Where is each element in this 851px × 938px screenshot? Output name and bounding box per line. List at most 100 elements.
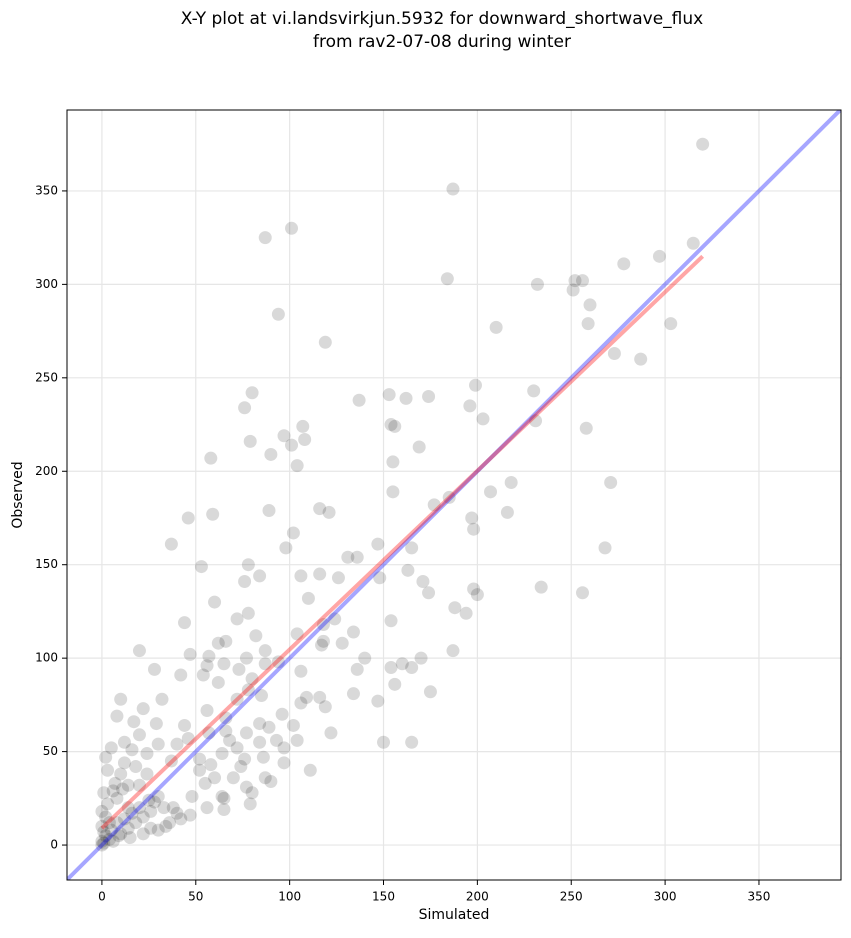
- point: [155, 692, 169, 706]
- point: [313, 502, 327, 516]
- point: [238, 752, 252, 766]
- point: [97, 825, 111, 839]
- point: [106, 834, 120, 848]
- point: [386, 455, 400, 469]
- point: [271, 307, 285, 321]
- point: [388, 419, 402, 433]
- x-tick-label: 0: [98, 890, 106, 904]
- x-tick-label: 100: [278, 890, 301, 904]
- point: [427, 498, 441, 512]
- point: [208, 771, 222, 785]
- point: [99, 810, 113, 824]
- points: [95, 137, 710, 852]
- point: [164, 754, 178, 768]
- point: [318, 700, 332, 714]
- point: [446, 644, 460, 658]
- point: [290, 627, 304, 641]
- point: [101, 797, 115, 811]
- point: [634, 352, 648, 366]
- point: [331, 571, 345, 585]
- y-tick-label: 250: [35, 370, 58, 384]
- point: [226, 771, 240, 785]
- point: [132, 778, 146, 792]
- point: [382, 388, 396, 402]
- point: [399, 391, 413, 405]
- point: [200, 801, 214, 815]
- point: [468, 378, 482, 392]
- point: [140, 746, 154, 760]
- point: [129, 760, 143, 774]
- point: [286, 526, 300, 540]
- chart-title: X-Y plot at vi.landsvirkjun.5932 for dow…: [181, 9, 703, 29]
- point: [125, 743, 139, 757]
- point: [223, 733, 237, 747]
- point: [254, 689, 268, 703]
- point: [262, 504, 276, 518]
- point: [241, 558, 255, 572]
- point: [315, 638, 329, 652]
- point: [581, 317, 595, 331]
- point: [530, 277, 544, 291]
- point: [467, 522, 481, 536]
- point: [303, 763, 317, 777]
- point: [277, 741, 291, 755]
- point: [178, 616, 192, 630]
- point: [114, 692, 128, 706]
- point: [241, 606, 255, 620]
- point: [335, 636, 349, 650]
- point: [239, 651, 253, 665]
- y-tick-label: 200: [35, 464, 58, 478]
- point: [258, 644, 272, 658]
- point: [405, 661, 419, 675]
- point: [166, 801, 180, 815]
- point: [395, 657, 409, 671]
- point: [129, 816, 143, 830]
- point: [219, 634, 233, 648]
- point: [245, 786, 259, 800]
- point: [183, 808, 197, 822]
- x-tick-label: 200: [466, 890, 489, 904]
- point: [136, 827, 150, 841]
- point: [219, 724, 233, 738]
- point: [239, 780, 253, 794]
- y-tick-label: 100: [35, 651, 58, 665]
- point: [298, 432, 312, 446]
- point: [652, 249, 666, 263]
- point: [174, 812, 188, 826]
- point: [566, 283, 580, 297]
- point: [500, 505, 514, 519]
- x-tick-label: 50: [188, 890, 203, 904]
- point: [579, 421, 593, 435]
- point: [183, 647, 197, 661]
- y-tick-label: 0: [50, 838, 58, 852]
- point: [215, 789, 229, 803]
- x-tick-label: 300: [654, 890, 677, 904]
- point: [341, 550, 355, 564]
- point: [121, 801, 135, 815]
- point: [442, 490, 456, 504]
- point: [527, 384, 541, 398]
- point: [106, 784, 120, 798]
- grid: [67, 110, 841, 880]
- point: [285, 221, 299, 235]
- point: [422, 586, 436, 600]
- point: [346, 625, 360, 639]
- point: [324, 726, 338, 740]
- point: [405, 541, 419, 555]
- point: [373, 571, 387, 585]
- point: [123, 831, 137, 845]
- point: [313, 567, 327, 581]
- point: [132, 728, 146, 742]
- point: [414, 651, 428, 665]
- point: [286, 718, 300, 732]
- point: [463, 399, 477, 413]
- point: [125, 806, 139, 820]
- point: [423, 685, 437, 699]
- point: [114, 767, 128, 781]
- point: [277, 429, 291, 443]
- point: [271, 655, 285, 669]
- point: [157, 801, 171, 815]
- point: [217, 803, 231, 817]
- y-tick-label: 150: [35, 557, 58, 571]
